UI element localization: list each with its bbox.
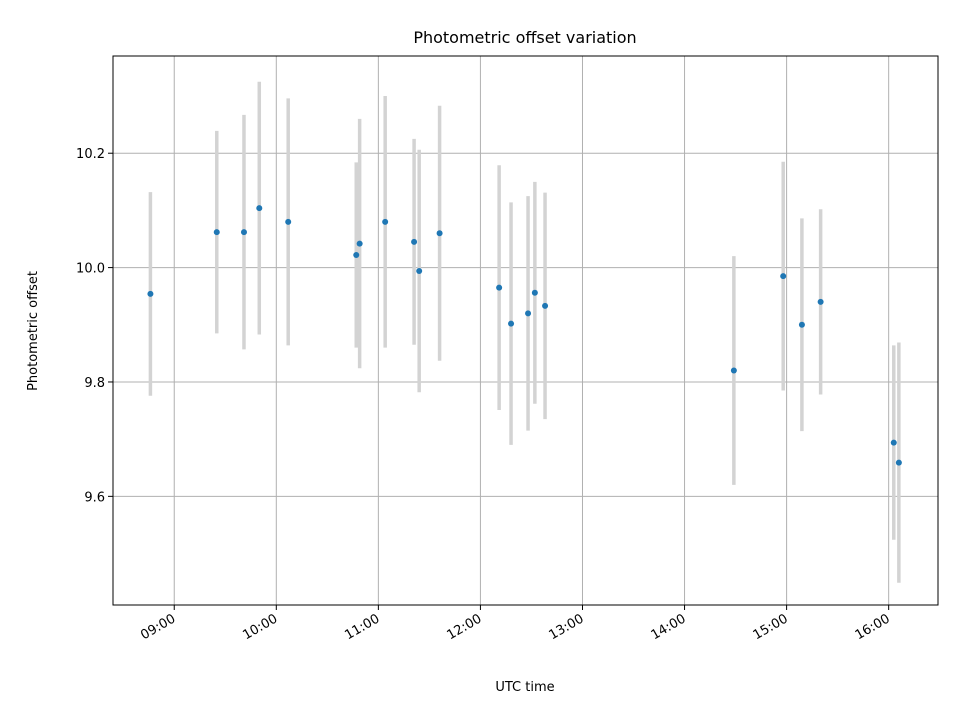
data-point [730, 367, 737, 374]
data-point [411, 238, 418, 245]
data-point [382, 218, 389, 225]
x-tick-label: 09:00 [138, 611, 178, 643]
data-point [542, 302, 549, 309]
x-tick-label: 15:00 [751, 611, 791, 643]
x-tick-label: 13:00 [547, 611, 587, 643]
y-tick-label: 9.6 [84, 490, 105, 505]
data-point [496, 284, 503, 291]
y-axis-label: Photometric offset [26, 271, 41, 391]
x-tick-label: 14:00 [649, 611, 689, 643]
data-point [416, 268, 423, 275]
y-tick-label: 10.2 [76, 147, 105, 162]
data-point [780, 273, 787, 280]
data-point [798, 321, 805, 328]
data-point [285, 218, 292, 225]
axis-ticks: 09:00 10:00 11:00 12:00 13:00 14:00 15:00 16:00… [76, 147, 893, 643]
data-point [817, 298, 824, 305]
y-tick-label: 9.8 [84, 376, 105, 391]
grid-layer [113, 56, 938, 605]
chart-title: Photometric offset variation [413, 28, 636, 47]
data-point [525, 310, 532, 317]
data-point [436, 230, 443, 237]
data-point [356, 240, 363, 247]
data-point [508, 320, 515, 327]
data-point [240, 229, 247, 236]
data-point [256, 205, 263, 212]
x-axis-label: UTC time [495, 680, 554, 695]
data-points [147, 205, 902, 466]
x-tick-label: 12:00 [444, 611, 484, 643]
data-point [147, 290, 154, 297]
data-point [895, 459, 902, 466]
data-point [890, 439, 897, 446]
data-point [213, 229, 220, 236]
y-tick-label: 10.0 [76, 262, 105, 277]
plot-frame [112, 55, 939, 606]
x-tick-label: 16:00 [853, 611, 893, 643]
data-point [353, 252, 360, 259]
data-point [531, 289, 538, 296]
x-tick-label: 11:00 [342, 611, 382, 643]
x-tick-label: 10:00 [240, 611, 280, 643]
